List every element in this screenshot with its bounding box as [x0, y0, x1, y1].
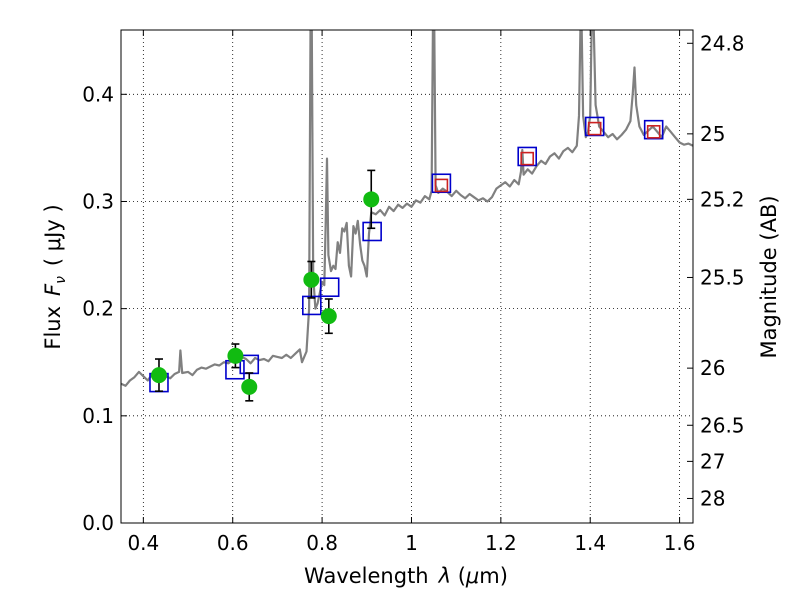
x-axis: 0.4 0.6 0.8 1 1.2 1.4 1.6 — [127, 30, 696, 555]
observed-point — [363, 191, 380, 208]
y2-tick-label: 26 — [700, 356, 725, 380]
y-tick-label: 0.4 — [82, 82, 114, 106]
model-point — [517, 146, 538, 167]
observed-point — [303, 271, 320, 288]
x-tick-label: 1 — [405, 531, 418, 555]
x-tick-label: 1.6 — [664, 531, 696, 555]
y2-tick-label: 25.5 — [700, 265, 745, 289]
y-axis-label: FluxFν( μJy ) — [41, 204, 69, 349]
y2-tick-label: 28 — [700, 486, 725, 510]
model-point — [362, 221, 382, 242]
plot-background — [121, 30, 693, 523]
model-point — [643, 119, 664, 140]
grid — [121, 30, 693, 523]
x-tick-label: 0.4 — [127, 531, 159, 555]
model-point — [431, 173, 452, 194]
observed-point — [227, 347, 244, 364]
y2-tick-label: 24.8 — [700, 31, 745, 55]
x-axis-label: Wavelength λ (μm) — [304, 564, 508, 588]
y2-tick-label: 25 — [700, 122, 725, 146]
limit-point — [587, 121, 602, 136]
x-tick-label: 1.2 — [485, 531, 517, 555]
y2-axis: 24.8 25 25.2 25.5 26 26.5 27 28 — [687, 31, 745, 510]
y-tick-label: 0.0 — [82, 511, 114, 535]
x-tick-label: 0.6 — [217, 531, 249, 555]
x-tick-label: 0.8 — [306, 531, 338, 555]
y2-axis-label: Magnitude (AB) — [757, 195, 781, 358]
model-point — [319, 277, 340, 298]
y-tick-label: 0.3 — [82, 189, 114, 213]
y2-tick-label: 26.5 — [700, 413, 745, 437]
limit-point — [434, 178, 449, 193]
model-point — [584, 116, 605, 137]
x-tick-label: 1.4 — [574, 531, 606, 555]
y-tick-label: 0.2 — [82, 297, 114, 321]
y-axis: 0.0 0.1 0.2 0.3 0.4 — [82, 82, 127, 535]
error-bars — [150, 169, 380, 402]
limit-point — [520, 151, 535, 166]
y-tick-label: 0.1 — [82, 404, 114, 428]
observed-point — [320, 308, 337, 325]
y2-tick-label: 25.2 — [700, 187, 745, 211]
y2-tick-label: 27 — [700, 449, 725, 473]
observed-point — [241, 378, 258, 395]
plot-frame — [120, 29, 694, 524]
limit-point — [646, 125, 661, 139]
observed-point — [150, 367, 167, 384]
